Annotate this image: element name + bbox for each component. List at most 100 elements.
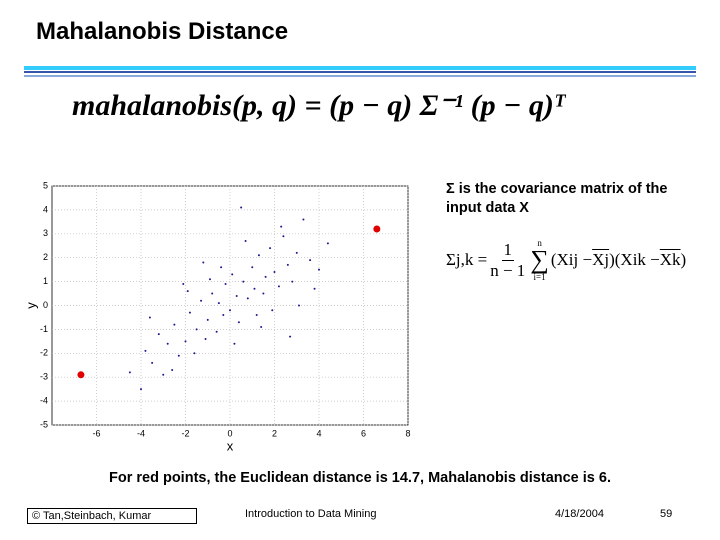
point xyxy=(264,275,267,278)
point xyxy=(309,259,312,262)
x-tick-label: -2 xyxy=(181,428,189,438)
cov-term: )(Xik − xyxy=(609,250,660,269)
point xyxy=(195,328,198,331)
scatter-plot: -5 -4 -3 -2 -1 0 1 2 3 4 5 -6 -4 -2 0 2 4 6 8 x y xyxy=(23,180,410,453)
point xyxy=(255,314,258,317)
point xyxy=(297,304,300,307)
point xyxy=(302,218,305,221)
denominator: n − 1 xyxy=(490,260,526,280)
cov-term: (Xij − xyxy=(550,250,593,269)
point xyxy=(237,321,240,324)
point xyxy=(144,349,147,352)
point xyxy=(257,254,260,257)
sum-bottom: i=1 xyxy=(533,272,546,282)
point xyxy=(222,314,225,317)
bottom-text: For red points, the Euclidean distance i… xyxy=(108,470,611,486)
point xyxy=(326,242,329,245)
point xyxy=(269,247,272,250)
point xyxy=(184,340,187,343)
point xyxy=(277,285,280,288)
footer-course: Introduction to Data Mining xyxy=(245,508,377,520)
point xyxy=(208,278,211,281)
point xyxy=(262,292,265,295)
y-tick-label: -2 xyxy=(40,348,48,358)
point xyxy=(313,287,316,290)
point xyxy=(273,271,276,274)
x-tick-label: 2 xyxy=(272,428,277,438)
point xyxy=(204,337,207,340)
point xyxy=(162,373,165,376)
numerator: 1 xyxy=(501,239,515,261)
point xyxy=(260,326,263,329)
footer-date: 4/18/2004 xyxy=(555,508,604,520)
point xyxy=(280,225,283,228)
x-axis-label: x xyxy=(227,438,234,453)
point xyxy=(200,299,203,302)
title-rule xyxy=(24,75,696,77)
point xyxy=(186,290,189,293)
point xyxy=(188,311,191,314)
point xyxy=(246,297,249,300)
point xyxy=(202,261,205,264)
point xyxy=(148,316,151,319)
point xyxy=(291,280,294,283)
point xyxy=(171,369,174,372)
y-tick-label: 3 xyxy=(43,228,48,238)
point xyxy=(318,268,320,271)
point xyxy=(182,282,185,285)
y-tick-label: -3 xyxy=(40,372,48,382)
x-tick-label: 6 xyxy=(361,428,366,438)
point xyxy=(151,361,154,364)
point xyxy=(128,371,131,374)
point xyxy=(282,235,285,238)
formula: mahalanobis(p, q) = (p − q) Σ⁻¹ (p − q)ᵀ xyxy=(72,89,565,122)
point xyxy=(286,263,289,266)
footer-copyright: © Tan,Steinbach, Kumar xyxy=(27,508,197,524)
point xyxy=(224,282,227,285)
title-rule xyxy=(24,66,696,70)
point xyxy=(173,323,176,326)
x-tick-label: 0 xyxy=(227,428,232,438)
point xyxy=(253,287,256,290)
point xyxy=(271,309,274,312)
x-tick-label: -6 xyxy=(92,428,100,438)
mean-j: Xj xyxy=(592,250,610,269)
sum-top: n xyxy=(537,238,542,248)
x-tick-label: 4 xyxy=(316,428,321,438)
cov-term: ) xyxy=(680,250,687,269)
mean-k: Xk xyxy=(659,250,681,269)
point xyxy=(166,342,169,345)
y-tick-label: -4 xyxy=(40,395,48,405)
footer-page: 59 xyxy=(660,508,673,520)
point xyxy=(217,302,220,305)
point xyxy=(215,330,218,333)
point xyxy=(140,388,142,391)
cov-lhs: Σj,k = xyxy=(446,250,488,269)
y-tick-label: 1 xyxy=(43,276,48,286)
y-axis-label: y xyxy=(23,302,38,309)
sigma-note: Σ is the covariance matrix of the input … xyxy=(446,181,668,216)
sum: n ∑ i=1 xyxy=(530,238,549,282)
point xyxy=(244,239,247,242)
point xyxy=(177,354,180,357)
x-tick-label: -4 xyxy=(137,428,145,438)
point xyxy=(251,266,254,269)
x-tick-label: 8 xyxy=(405,428,410,438)
point xyxy=(220,266,223,269)
point xyxy=(211,292,214,295)
point xyxy=(157,333,160,336)
y-tick-label: -1 xyxy=(40,324,48,334)
slide-title: Mahalanobis Distance xyxy=(36,18,289,45)
point xyxy=(242,280,245,283)
y-tick-label: 0 xyxy=(43,300,48,310)
point xyxy=(295,251,298,254)
title-rule xyxy=(24,71,696,73)
point xyxy=(289,335,292,338)
point xyxy=(206,318,209,321)
point xyxy=(231,273,234,276)
point xyxy=(229,309,231,312)
red-point xyxy=(373,225,381,233)
